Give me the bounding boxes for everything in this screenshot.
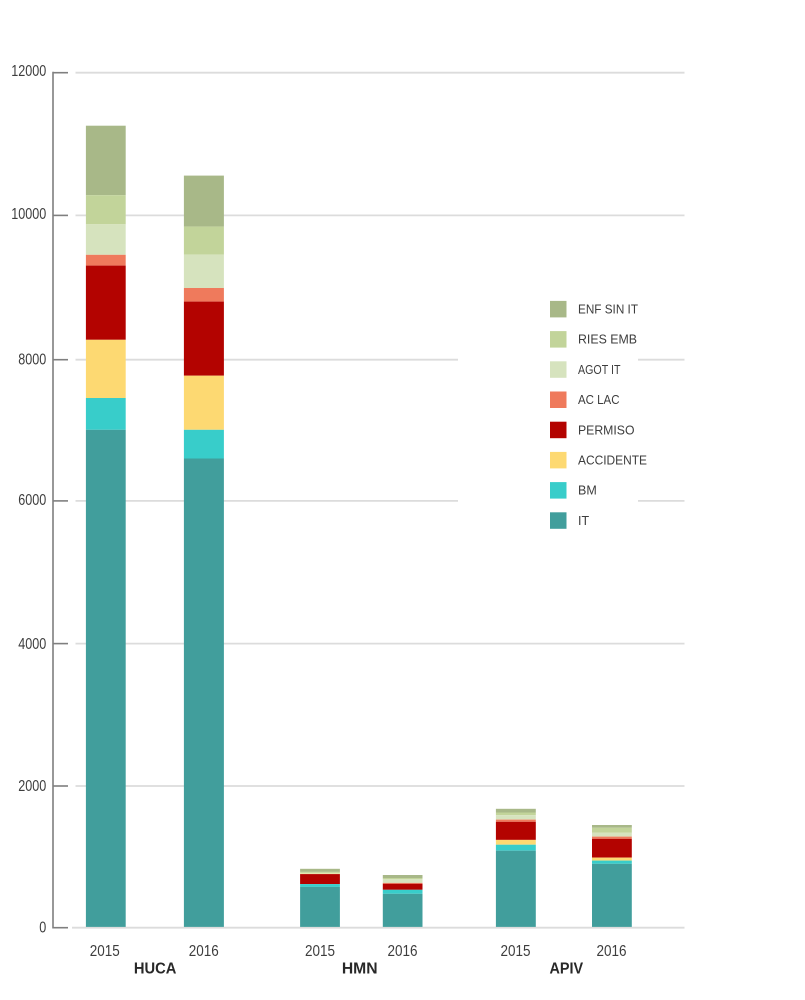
svg-text:4000: 4000 (18, 636, 46, 653)
svg-text:2000: 2000 (18, 778, 46, 795)
svg-text:PERMISO: PERMISO (578, 423, 635, 437)
svg-text:2016: 2016 (189, 943, 219, 960)
svg-text:ENF SIN IT: ENF SIN IT (578, 303, 638, 317)
svg-text:12000: 12000 (11, 63, 46, 80)
svg-text:2015: 2015 (305, 943, 335, 960)
svg-text:IT: IT (578, 514, 589, 528)
svg-text:0: 0 (39, 920, 46, 937)
svg-text:ACCIDENTE: ACCIDENTE (578, 454, 647, 468)
svg-text:AC LAC: AC LAC (578, 393, 620, 407)
svg-text:6000: 6000 (18, 492, 46, 509)
svg-text:HUCA: HUCA (134, 961, 177, 978)
svg-text:AGOT IT: AGOT IT (578, 363, 621, 377)
svg-text:HMN: HMN (342, 961, 378, 978)
svg-text:2015: 2015 (90, 943, 120, 960)
svg-text:2016: 2016 (597, 943, 627, 960)
svg-text:APIV: APIV (550, 961, 584, 978)
svg-text:RIES EMB: RIES EMB (578, 333, 637, 347)
svg-text:BM: BM (578, 484, 597, 498)
svg-text:10000: 10000 (11, 206, 46, 223)
svg-text:2015: 2015 (501, 943, 531, 960)
svg-text:8000: 8000 (18, 351, 46, 368)
svg-text:2016: 2016 (388, 943, 418, 960)
